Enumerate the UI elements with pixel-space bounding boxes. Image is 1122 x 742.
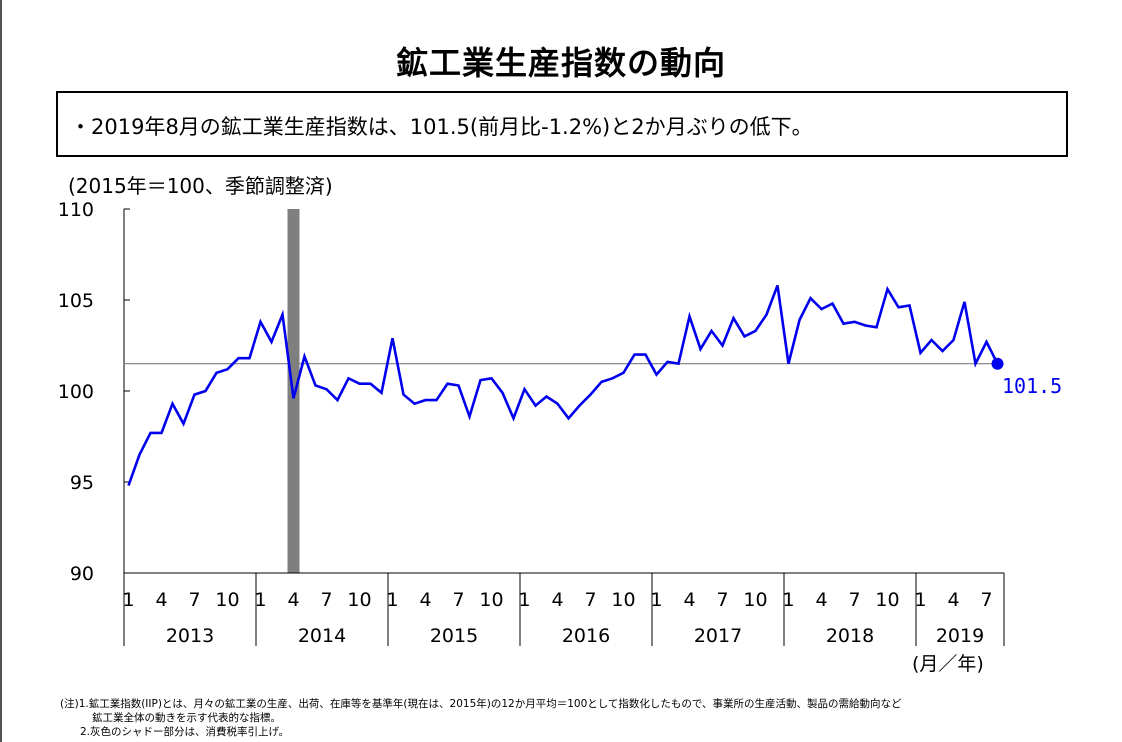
month-tick-label: 1 <box>254 589 266 611</box>
latest-point-marker <box>991 357 1004 370</box>
iip-series-line <box>127 284 999 487</box>
unit-note: (2015年＝100、季節調整済) <box>68 174 333 198</box>
month-tick-label: 1 <box>782 589 794 611</box>
month-tick-label: 1 <box>518 589 530 611</box>
y-tick-label: 110 <box>58 199 94 221</box>
month-tick-label: 7 <box>716 589 728 611</box>
page-title: 鉱工業生産指数の動向 <box>395 44 726 82</box>
year-label: 2015 <box>430 625 478 647</box>
page-left-edge <box>0 0 2 742</box>
month-tick-label: 7 <box>188 589 200 611</box>
y-tick-label: 100 <box>58 381 94 403</box>
month-tick-label: 4 <box>287 589 299 611</box>
month-tick-label: 10 <box>611 589 635 611</box>
year-label: 2014 <box>298 625 346 647</box>
month-tick-label: 7 <box>584 589 596 611</box>
end-value-label: 101.5 <box>1002 374 1062 398</box>
month-tick-label: 10 <box>743 589 767 611</box>
month-tick-label: 7 <box>452 589 464 611</box>
month-tick-label: 4 <box>683 589 695 611</box>
year-label: 2019 <box>936 625 984 647</box>
month-tick-label: 4 <box>155 589 167 611</box>
month-tick-label: 4 <box>815 589 827 611</box>
month-tick-label: 7 <box>848 589 860 611</box>
y-tick-label: 90 <box>70 563 94 585</box>
y-tick-label: 105 <box>58 290 94 312</box>
x-axis-unit: (月／年) <box>912 653 984 675</box>
month-tick-label: 1 <box>122 589 134 611</box>
year-label: 2018 <box>826 625 874 647</box>
summary-box: ・2019年8月の鉱工業生産指数は、101.5(前月比-1.2%)と2か月ぶりの… <box>56 91 1068 157</box>
month-tick-label: 1 <box>650 589 662 611</box>
year-label: 2013 <box>166 625 214 647</box>
month-tick-label: 10 <box>479 589 503 611</box>
month-tick-label: 1 <box>914 589 926 611</box>
month-tick-label: 10 <box>875 589 899 611</box>
month-tick-label: 10 <box>215 589 239 611</box>
summary-text: ・2019年8月の鉱工業生産指数は、101.5(前月比-1.2%)と2か月ぶりの… <box>70 115 813 139</box>
month-tick-label: 4 <box>947 589 959 611</box>
month-tick-label: 1 <box>386 589 398 611</box>
y-tick-label: 95 <box>70 472 94 494</box>
month-tick-label: 4 <box>551 589 563 611</box>
footnote-2: 2.灰色のシャドー部分は、消費税率引上げ。 <box>80 726 289 738</box>
month-tick-label: 7 <box>320 589 332 611</box>
series-layer <box>127 284 1004 487</box>
year-label: 2016 <box>562 625 610 647</box>
month-tick-label: 7 <box>980 589 992 611</box>
month-tick-label: 4 <box>419 589 431 611</box>
year-label: 2017 <box>694 625 742 647</box>
footnote-1-cont: 鉱工業全体の動きを示す代表的な指標。 <box>92 712 281 724</box>
month-tick-label: 10 <box>347 589 371 611</box>
footnote-1: (注)1.鉱工業指数(IIP)とは、月々の鉱工業の生産、出荷、在庫等を基準年(現… <box>60 698 902 710</box>
footnotes: (注)1.鉱工業指数(IIP)とは、月々の鉱工業の生産、出荷、在庫等を基準年(現… <box>60 697 902 739</box>
